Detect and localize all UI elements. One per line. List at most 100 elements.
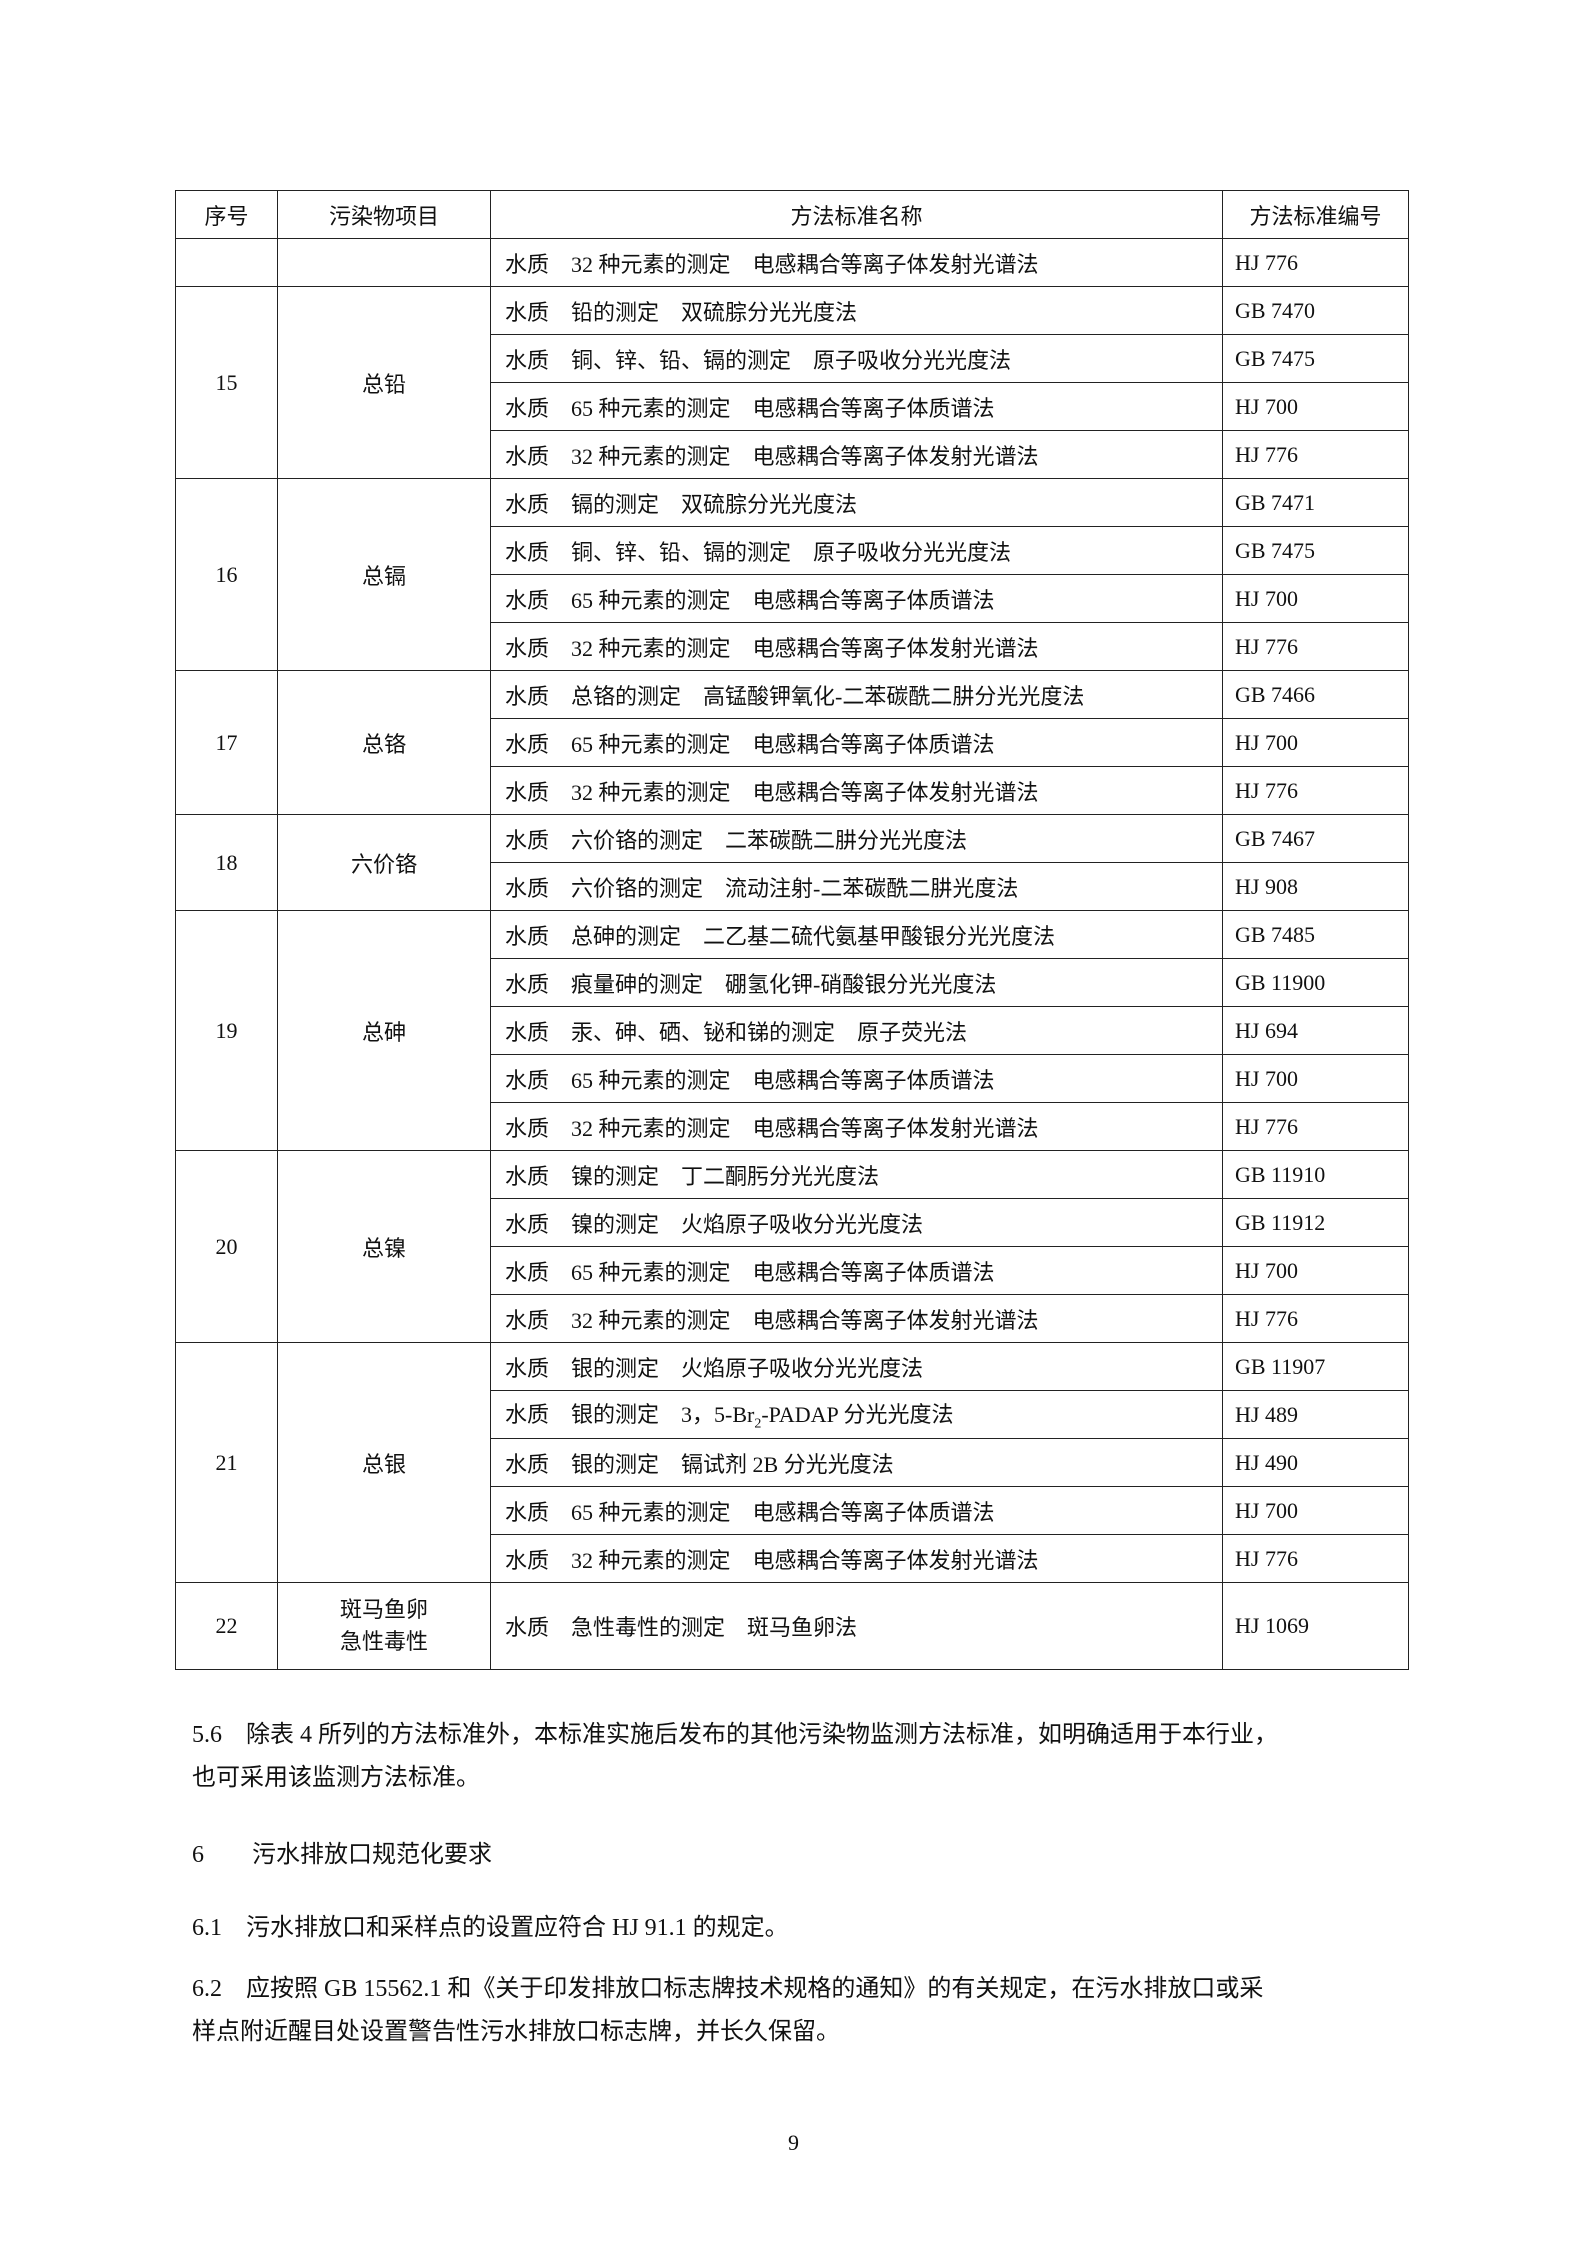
cell-method-name: 水质 银的测定 火焰原子吸收分光光度法 bbox=[490, 1342, 1223, 1391]
cell-method-name: 水质 银的测定 3，5-Br2-PADAP 分光光度法 bbox=[490, 1390, 1223, 1439]
table-row: 水质 65 种元素的测定 电感耦合等离子体质谱法 HJ 700 bbox=[176, 1054, 1409, 1103]
cell-method-code: HJ 776 bbox=[1222, 238, 1409, 287]
paragraph-5-6: 5.6 除表 4 所列的方法标准外，本标准实施后发布的其他污染物监测方法标准，如… bbox=[192, 1714, 1452, 1800]
table-row: 水质 32 种元素的测定 电感耦合等离子体发射光谱法 HJ 776 bbox=[176, 1534, 1409, 1583]
table-row: 水质 65 种元素的测定 电感耦合等离子体质谱法 HJ 700 bbox=[176, 1486, 1409, 1535]
cell-method-code: HJ 776 bbox=[1222, 1294, 1409, 1343]
cell-no: 16 bbox=[175, 478, 278, 671]
table-row: 16 总镉 水质 镉的测定 双硫腙分光光度法 GB 7471 bbox=[175, 478, 1409, 671]
paragraph-line: 6.2 应按照 GB 15562.1 和《关于印发排放口标志牌技术规格的通知》的… bbox=[192, 1976, 1264, 2002]
cell-method-name: 水质 32 种元素的测定 电感耦合等离子体发射光谱法 bbox=[490, 1534, 1223, 1583]
cell-pollutant: 总砷 bbox=[277, 910, 491, 1151]
cell-method-name: 水质 镍的测定 丁二酮肟分光光度法 bbox=[490, 1150, 1223, 1199]
paragraph-line: 也可采用该监测方法标准。 bbox=[192, 1765, 480, 1791]
cell-method-code: GB 7475 bbox=[1222, 526, 1409, 575]
cell-method-name: 水质 痕量砷的测定 硼氢化钾-硝酸银分光光度法 bbox=[490, 958, 1223, 1007]
method-text-part: -PADAP 分光光度法 bbox=[761, 1401, 954, 1427]
cell-method-code: GB 11900 bbox=[1222, 958, 1409, 1007]
cell-method-code: HJ 776 bbox=[1222, 1102, 1409, 1151]
table-row: 18 六价铬 水质 六价铬的测定 二苯碳酰二肼分光光度法 GB 7467 bbox=[175, 814, 1409, 911]
page-number: 9 bbox=[788, 2130, 799, 2155]
cell-method-code: HJ 694 bbox=[1222, 1006, 1409, 1055]
table-row: 水质 32 种元素的测定 电感耦合等离子体发射光谱法 HJ 776 bbox=[176, 1102, 1409, 1151]
cell-method-code: HJ 1069 bbox=[1222, 1582, 1409, 1670]
cell-method-name: 水质 镍的测定 火焰原子吸收分光光度法 bbox=[490, 1198, 1223, 1247]
table-row: 水质 铜、锌、铅、镉的测定 原子吸收分光光度法 GB 7475 bbox=[176, 334, 1409, 383]
cell-method-name: 水质 65 种元素的测定 电感耦合等离子体质谱法 bbox=[490, 1486, 1223, 1535]
cell-method-code: HJ 908 bbox=[1222, 862, 1409, 911]
cell-method-code: HJ 776 bbox=[1222, 766, 1409, 815]
table-row: 水质 银的测定 镉试剂 2B 分光光度法 HJ 490 bbox=[176, 1438, 1409, 1487]
cell-method-name: 水质 32 种元素的测定 电感耦合等离子体发射光谱法 bbox=[490, 766, 1223, 815]
cell-method-name: 水质 65 种元素的测定 电感耦合等离子体质谱法 bbox=[490, 718, 1223, 767]
cell-method-name: 水质 总铬的测定 高锰酸钾氧化-二苯碳酰二肼分光光度法 bbox=[490, 670, 1223, 719]
method-text-part: 水质 银的测定 3，5-Br bbox=[505, 1401, 755, 1427]
cell-method-code: HJ 776 bbox=[1222, 1534, 1409, 1583]
cell-pollutant: 六价铬 bbox=[277, 814, 491, 911]
table-row: 21 总银 水质 银的测定 火焰原子吸收分光光度法 GB 11907 bbox=[175, 1342, 1409, 1583]
paragraph-6-2: 6.2 应按照 GB 15562.1 和《关于印发排放口标志牌技术规格的通知》的… bbox=[192, 1968, 1452, 2054]
cell-method-name: 水质 六价铬的测定 二苯碳酰二肼分光光度法 bbox=[490, 814, 1223, 863]
table-row: 水质 32 种元素的测定 电感耦合等离子体发射光谱法 HJ 776 bbox=[176, 1294, 1409, 1343]
cell-no: 22 bbox=[175, 1582, 278, 1670]
paragraph-6-1: 6.1 污水排放口和采样点的设置应符合 HJ 91.1 的规定。 bbox=[192, 1915, 789, 1941]
cell-method-name: 水质 65 种元素的测定 电感耦合等离子体质谱法 bbox=[490, 574, 1223, 623]
cell-method-code: HJ 700 bbox=[1222, 1054, 1409, 1103]
cell-method-name: 水质 汞、砷、硒、铋和锑的测定 原子荧光法 bbox=[490, 1006, 1223, 1055]
header-method-name: 方法标准名称 bbox=[490, 190, 1223, 239]
cell-method-name: 水质 总砷的测定 二乙基二硫代氨基甲酸银分光光度法 bbox=[490, 910, 1223, 959]
header-method-code: 方法标准编号 bbox=[1222, 190, 1409, 239]
cell-no: 19 bbox=[175, 910, 278, 1151]
table-row: 水质 银的测定 3，5-Br2-PADAP 分光光度法 HJ 489 bbox=[176, 1390, 1409, 1439]
table-header-row: 序号 污染物项目 方法标准名称 方法标准编号 bbox=[175, 190, 1409, 239]
pollutant-line: 斑马鱼卵 bbox=[339, 1597, 428, 1622]
cell-method-code: HJ 700 bbox=[1222, 1246, 1409, 1295]
table-row: 水质 32 种元素的测定 电感耦合等离子体发射光谱法 HJ 776 bbox=[176, 622, 1409, 671]
cell-method-code: GB 11912 bbox=[1222, 1198, 1409, 1247]
table-row: 水质 痕量砷的测定 硼氢化钾-硝酸银分光光度法 GB 11900 bbox=[176, 958, 1409, 1007]
cell-pollutant: 总铬 bbox=[277, 670, 491, 815]
table-row: 水质 32 种元素的测定 电感耦合等离子体发射光谱法 HJ 776 bbox=[175, 238, 1409, 287]
table-row: 15 总铅 水质 铅的测定 双硫腙分光光度法 GB 7470 bbox=[175, 286, 1409, 479]
cell-pollutant bbox=[277, 238, 491, 287]
cell-no: 18 bbox=[175, 814, 278, 911]
table-row: 17 总铬 水质 总铬的测定 高锰酸钾氧化-二苯碳酰二肼分光光度法 GB 7466 bbox=[175, 670, 1409, 815]
cell-method-name: 水质 铜、锌、铅、镉的测定 原子吸收分光光度法 bbox=[490, 334, 1223, 383]
cell-no: 15 bbox=[175, 286, 278, 479]
cell-method-code: HJ 489 bbox=[1222, 1390, 1409, 1439]
method-standards-table: 序号 污染物项目 方法标准名称 方法标准编号 水质 32 种元素的测定 电感耦合… bbox=[175, 190, 1409, 1670]
cell-method-code: HJ 700 bbox=[1222, 718, 1409, 767]
pollutant-line: 急性毒性 bbox=[339, 1629, 428, 1654]
method-text-part: 2 bbox=[754, 1416, 762, 1432]
cell-method-name: 水质 32 种元素的测定 电感耦合等离子体发射光谱法 bbox=[490, 1294, 1223, 1343]
cell-pollutant: 斑马鱼卵 急性毒性 bbox=[277, 1582, 491, 1670]
cell-pollutant: 总镉 bbox=[277, 478, 491, 671]
cell-method-code: GB 11907 bbox=[1222, 1342, 1409, 1391]
cell-method-code: HJ 776 bbox=[1222, 430, 1409, 479]
table-row: 20 总镍 水质 镍的测定 丁二酮肟分光光度法 GB 11910 bbox=[175, 1150, 1409, 1343]
section-heading-6: 6 污水排放口规范化要求 bbox=[192, 1842, 492, 1868]
cell-method-code: GB 7485 bbox=[1222, 910, 1409, 959]
cell-method-code: HJ 700 bbox=[1222, 574, 1409, 623]
cell-pollutant: 总镍 bbox=[277, 1150, 491, 1343]
table-row: 水质 六价铬的测定 流动注射-二苯碳酰二肼光度法 HJ 908 bbox=[176, 862, 1409, 911]
cell-method-name: 水质 急性毒性的测定 斑马鱼卵法 bbox=[490, 1582, 1223, 1670]
header-pollutant: 污染物项目 bbox=[277, 190, 491, 239]
cell-method-code: GB 7470 bbox=[1222, 286, 1409, 335]
cell-no: 20 bbox=[175, 1150, 278, 1343]
cell-method-name: 水质 65 种元素的测定 电感耦合等离子体质谱法 bbox=[490, 1054, 1223, 1103]
cell-method-code: HJ 700 bbox=[1222, 382, 1409, 431]
cell-method-name: 水质 32 种元素的测定 电感耦合等离子体发射光谱法 bbox=[490, 622, 1223, 671]
cell-method-name: 水质 32 种元素的测定 电感耦合等离子体发射光谱法 bbox=[490, 238, 1223, 287]
cell-method-code: GB 7471 bbox=[1222, 478, 1409, 527]
cell-method-name: 水质 铅的测定 双硫腙分光光度法 bbox=[490, 286, 1223, 335]
cell-method-name: 水质 银的测定 镉试剂 2B 分光光度法 bbox=[490, 1438, 1223, 1487]
cell-method-code: GB 11910 bbox=[1222, 1150, 1409, 1199]
table-row: 水质 65 种元素的测定 电感耦合等离子体质谱法 HJ 700 bbox=[176, 574, 1409, 623]
cell-method-code: HJ 490 bbox=[1222, 1438, 1409, 1487]
table-row: 19 总砷 水质 总砷的测定 二乙基二硫代氨基甲酸银分光光度法 GB 7485 bbox=[175, 910, 1409, 1151]
cell-no: 21 bbox=[175, 1342, 278, 1583]
cell-method-code: HJ 700 bbox=[1222, 1486, 1409, 1535]
header-no: 序号 bbox=[175, 190, 278, 239]
cell-method-name: 水质 镉的测定 双硫腙分光光度法 bbox=[490, 478, 1223, 527]
